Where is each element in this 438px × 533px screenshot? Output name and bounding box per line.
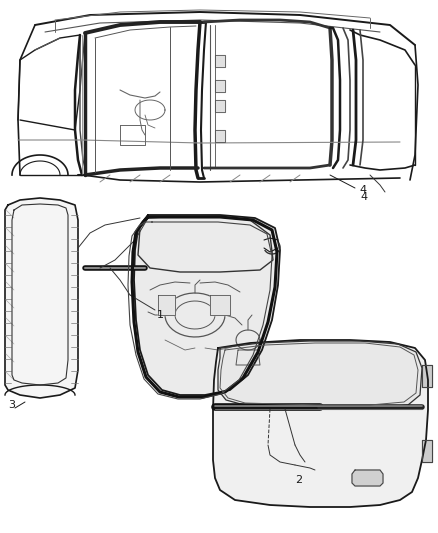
Polygon shape — [215, 100, 225, 112]
Text: 3: 3 — [8, 400, 15, 410]
Polygon shape — [422, 365, 432, 387]
Polygon shape — [422, 440, 432, 462]
Polygon shape — [213, 340, 428, 507]
Polygon shape — [352, 470, 383, 486]
Polygon shape — [134, 215, 280, 395]
Polygon shape — [215, 130, 225, 142]
Polygon shape — [236, 350, 260, 365]
Polygon shape — [215, 80, 225, 92]
Polygon shape — [218, 341, 422, 408]
Text: 4: 4 — [360, 192, 367, 202]
Text: 4: 4 — [359, 185, 366, 195]
Polygon shape — [5, 198, 78, 398]
Text: 2: 2 — [295, 475, 302, 485]
Polygon shape — [210, 295, 230, 315]
Polygon shape — [215, 55, 225, 67]
Polygon shape — [158, 295, 175, 315]
Text: 1: 1 — [157, 310, 164, 320]
